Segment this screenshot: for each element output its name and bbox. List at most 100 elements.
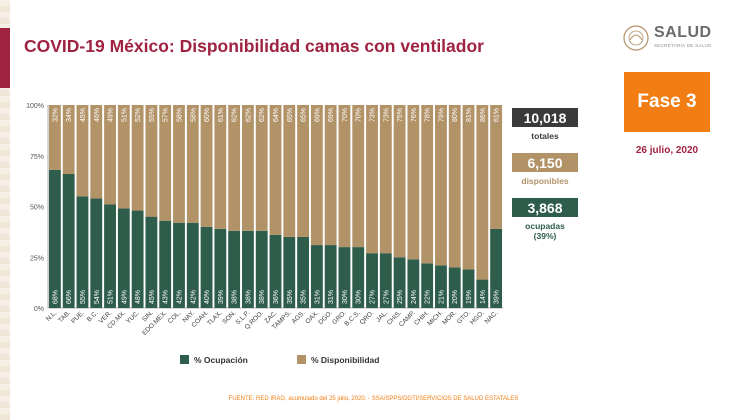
data-label-disponibilidad: 86% — [480, 108, 487, 122]
bar-disponibilidad — [310, 105, 323, 246]
bar-disponibilidad — [214, 105, 227, 229]
data-label-ocupacion: 14% — [480, 290, 487, 304]
data-label-ocupacion: 51% — [108, 290, 115, 304]
data-label-ocupacion: 31% — [314, 290, 321, 304]
bar-disponibilidad — [48, 105, 61, 170]
bar-ocupacion — [421, 263, 434, 308]
ocupadas-value-box: 3,868 — [512, 198, 578, 217]
bar-ocupacion — [241, 230, 254, 308]
data-label-ocupacion: 35% — [287, 290, 294, 304]
bar-ocupacion — [476, 279, 489, 308]
data-label-ocupacion: 30% — [356, 290, 363, 304]
bar-disponibilidad — [186, 105, 199, 223]
y-tick-label: 50% — [30, 205, 44, 212]
data-label-disponibilidad: 81% — [466, 108, 473, 122]
bar-ocupacion — [186, 222, 199, 308]
data-label-disponibilidad: 61% — [218, 108, 225, 122]
data-label-ocupacion: 27% — [383, 290, 390, 304]
bar-disponibilidad — [269, 105, 282, 235]
data-label-ocupacion: 19% — [466, 290, 473, 304]
bar-ocupacion — [131, 210, 144, 308]
x-tick-label: TLAX. — [206, 309, 224, 327]
bar-ocupacion — [173, 222, 185, 308]
data-label-disponibilidad: 34% — [66, 108, 73, 122]
bar-disponibilidad — [90, 105, 103, 199]
data-label-ocupacion: 55% — [80, 290, 87, 304]
data-label-ocupacion: 35% — [301, 290, 308, 304]
bar-disponibilidad — [283, 105, 296, 237]
x-tick-label: MOR. — [441, 309, 458, 326]
data-label-ocupacion: 30% — [342, 290, 349, 304]
bar-ocupacion — [48, 169, 61, 308]
bar-ocupacion — [462, 269, 475, 308]
bar-ocupacion — [393, 257, 406, 308]
bar-ocupacion — [62, 174, 75, 308]
bar-ocupacion — [338, 247, 351, 308]
source-footer: FUENTE: RED IRAG, acumulado del 25 julio… — [228, 396, 519, 402]
y-tick-label: 75% — [30, 154, 44, 161]
x-tick-label: MICH. — [426, 309, 444, 327]
data-label-ocupacion: 45% — [149, 290, 156, 304]
data-label-disponibilidad: 73% — [370, 108, 377, 122]
legend-label-disponibilidad: % Disponibilidad — [311, 355, 379, 365]
bar-ocupacion — [228, 230, 241, 308]
data-label-ocupacion: 66% — [66, 290, 73, 304]
data-label-ocupacion: 39% — [494, 290, 501, 304]
data-label-ocupacion: 31% — [328, 290, 335, 304]
data-label-disponibilidad: 65% — [301, 108, 308, 122]
x-tick-label: QRO. — [359, 309, 376, 326]
data-label-ocupacion: 48% — [135, 290, 142, 304]
data-label-disponibilidad: 80% — [452, 108, 459, 122]
bar-disponibilidad — [173, 105, 185, 223]
data-label-disponibilidad: 62% — [259, 108, 266, 122]
data-label-ocupacion: 42% — [190, 290, 197, 304]
bar-ocupacion — [407, 259, 420, 308]
bar-disponibilidad — [62, 105, 75, 175]
data-label-disponibilidad: 79% — [438, 108, 445, 122]
bar-disponibilidad — [407, 105, 420, 260]
bar-disponibilidad — [476, 105, 489, 280]
x-tick-label: TAB. — [57, 309, 72, 324]
data-label-ocupacion: 38% — [232, 290, 239, 304]
logo-name: SALUD — [654, 24, 712, 41]
bar-disponibilidad — [448, 105, 461, 268]
bar-disponibilidad — [338, 105, 351, 248]
x-tick-label: NAC. — [484, 309, 500, 325]
data-label-disponibilidad: 51% — [121, 108, 128, 122]
bar-ocupacion — [76, 196, 89, 308]
data-label-disponibilidad: 78% — [425, 108, 432, 122]
data-label-disponibilidad: 76% — [411, 108, 418, 122]
x-tick-label: COL. — [167, 309, 183, 325]
bar-ocupacion — [117, 208, 130, 308]
bar-disponibilidad — [200, 105, 213, 227]
bar-disponibilidad — [297, 105, 310, 237]
bar-ocupacion — [435, 265, 447, 308]
data-label-ocupacion: 43% — [163, 290, 170, 304]
data-label-ocupacion: 21% — [438, 290, 445, 304]
y-tick-label: 100% — [26, 103, 44, 110]
legend-swatch-ocupacion — [180, 355, 189, 364]
bar-disponibilidad — [228, 105, 241, 231]
bar-ocupacion — [379, 253, 392, 308]
x-tick-label: HGO. — [469, 309, 486, 326]
data-label-ocupacion: 68% — [52, 290, 59, 304]
bar-ocupacion — [255, 230, 268, 308]
ocupadas-label: ocupadas (39%) — [505, 221, 585, 241]
bar-disponibilidad — [145, 105, 158, 217]
bar-disponibilidad — [490, 105, 503, 229]
left-accent-bar — [0, 28, 10, 88]
x-tick-label: YUC. — [125, 309, 141, 325]
bar-disponibilidad — [393, 105, 406, 258]
data-label-ocupacion: 36% — [273, 290, 280, 304]
data-label-disponibilidad: 32% — [52, 108, 59, 122]
legend-swatch-disponibilidad — [297, 355, 306, 364]
bar-disponibilidad — [324, 105, 337, 246]
ocupadas-label-line1: ocupadas — [525, 221, 565, 231]
bar-ocupacion — [159, 220, 172, 308]
bar-disponibilidad — [421, 105, 434, 264]
data-label-disponibilidad: 58% — [176, 108, 183, 122]
bar-ocupacion — [297, 236, 310, 308]
bar-ocupacion — [200, 226, 213, 308]
legend-label-ocupacion: % Ocupación — [194, 355, 248, 365]
bar-disponibilidad — [435, 105, 447, 266]
